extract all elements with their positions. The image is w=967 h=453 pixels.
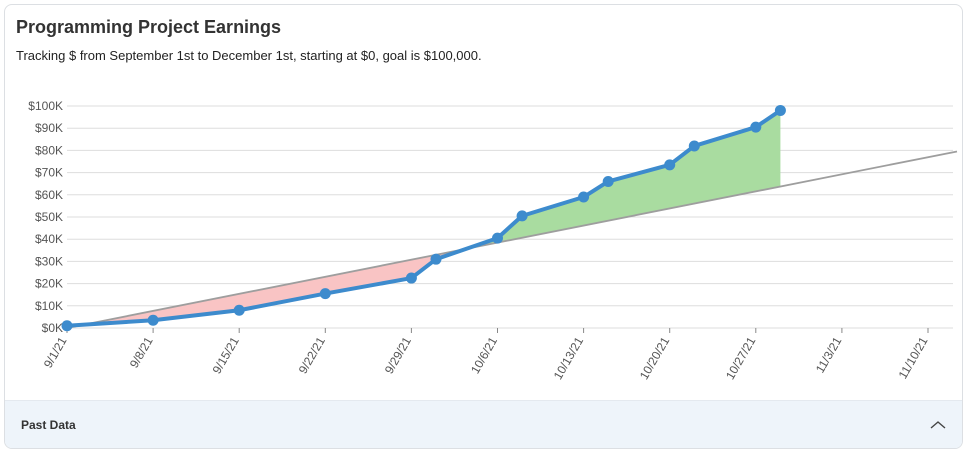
x-tick-label: 10/13/21 xyxy=(551,334,587,382)
earnings-line xyxy=(65,108,783,328)
y-tick-label: $70K xyxy=(35,166,63,180)
y-tick-label: $80K xyxy=(35,143,63,157)
chart-fills xyxy=(67,110,781,328)
x-tick-label: 10/6/21 xyxy=(468,334,500,376)
earnings-card: Programming Project Earnings Tracking $ … xyxy=(4,4,963,449)
x-tick-label: 11/3/21 xyxy=(813,334,845,375)
past-data-toggle[interactable]: Past Data xyxy=(5,400,962,448)
earnings-point xyxy=(147,314,159,326)
y-tick-label: $30K xyxy=(35,254,63,268)
y-tick-label: $10K xyxy=(35,299,63,313)
x-tick-label: 10/27/21 xyxy=(723,334,759,382)
x-tick-label: 9/22/21 xyxy=(296,334,328,376)
earnings-chart: $0K $10K $20K $30K $40K $50K $60K $70K $80K $90K $… xyxy=(28,99,958,382)
earnings-point xyxy=(688,140,700,152)
chart-subtitle: Tracking $ from September 1st to Decembe… xyxy=(16,48,482,63)
earnings-point xyxy=(516,210,528,222)
chevron-up-icon xyxy=(930,420,946,429)
earnings-point xyxy=(233,304,245,316)
ahead-of-goal-area xyxy=(466,110,781,249)
y-tick-label: $50K xyxy=(35,210,63,224)
earnings-point xyxy=(578,191,590,203)
earnings-series-group xyxy=(65,108,783,328)
chart-grid xyxy=(66,105,953,333)
y-tick-label: $100K xyxy=(28,99,63,113)
x-tick-label: 10/20/21 xyxy=(637,334,673,382)
y-tick-label: $0K xyxy=(42,321,63,335)
earnings-point xyxy=(492,232,503,244)
earnings-points-group xyxy=(61,104,786,332)
earnings-point xyxy=(319,288,331,300)
chart-title: Programming Project Earnings xyxy=(16,17,282,37)
x-tick-label: 9/8/21 xyxy=(127,334,156,370)
past-data-label: Past Data xyxy=(21,417,76,432)
x-tick-label: 11/10/21 xyxy=(896,334,931,381)
earnings-point xyxy=(405,272,417,284)
y-tick-label: $90K xyxy=(35,121,63,135)
earnings-point xyxy=(430,253,442,265)
x-tick-label: 9/29/21 xyxy=(382,334,414,376)
earnings-point xyxy=(602,175,614,187)
x-axis-ticks: 9/1/21 9/8/21 9/15/21 9/22/21 9/29/21 10/6/21… xyxy=(41,334,931,382)
x-tick-label: 9/15/21 xyxy=(210,334,242,376)
earnings-point xyxy=(750,121,762,133)
x-tick-label: 9/1/21 xyxy=(41,334,70,370)
earnings-point xyxy=(774,104,786,116)
goal-line-group xyxy=(66,150,958,329)
y-tick-label: $40K xyxy=(35,232,63,246)
y-tick-label: $60K xyxy=(35,188,63,202)
goal-line xyxy=(66,150,958,329)
y-axis-ticks: $0K $10K $20K $30K $40K $50K $60K $70K $80K $90K $… xyxy=(28,99,63,335)
y-tick-label: $20K xyxy=(35,277,63,291)
earnings-point xyxy=(61,320,73,332)
earnings-point xyxy=(664,159,676,171)
